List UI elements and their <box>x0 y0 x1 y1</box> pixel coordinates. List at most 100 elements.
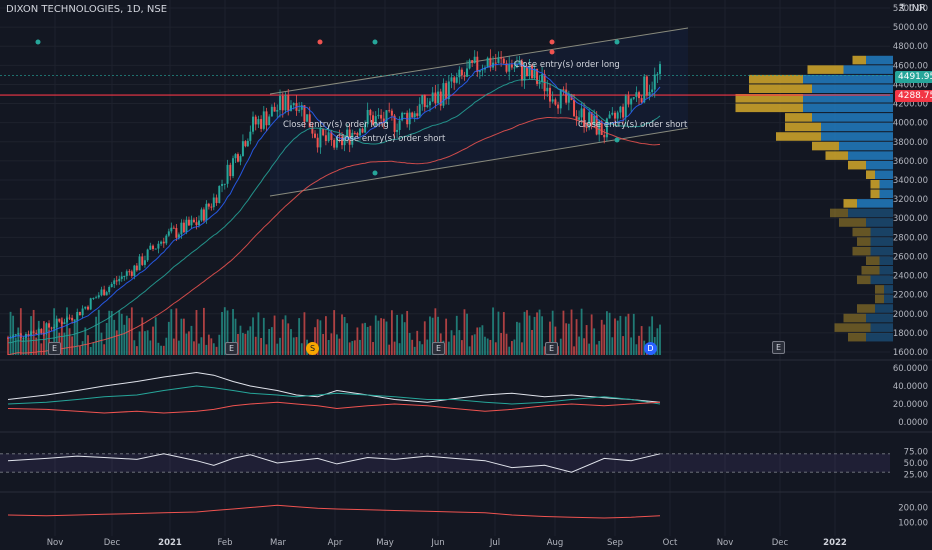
event-marker-e[interactable]: E <box>772 341 785 354</box>
event-marker-e[interactable]: E <box>545 342 558 355</box>
volume-bar <box>603 324 606 355</box>
candle-body <box>115 280 118 282</box>
event-marker-e[interactable]: E <box>48 342 61 355</box>
candle-body <box>333 140 336 148</box>
volume-bar <box>343 316 346 355</box>
volume-bar <box>606 311 608 355</box>
volume-bar <box>110 311 113 355</box>
candle-body <box>73 320 76 322</box>
event-marker-s[interactable]: S <box>306 342 319 355</box>
candle-body <box>619 106 622 113</box>
volume-bar <box>226 310 229 355</box>
candle-body <box>221 184 224 186</box>
candle-body <box>538 82 541 84</box>
candle-body <box>330 132 333 141</box>
volume-bar <box>138 331 141 355</box>
volume-bar <box>401 314 404 355</box>
profile-bar-up <box>803 74 893 84</box>
candle-body <box>113 280 116 285</box>
candle-body <box>356 132 359 136</box>
volume-bar <box>377 320 380 355</box>
volume-bar <box>484 336 486 355</box>
order-annotation: Close entry(s) order long <box>514 60 620 70</box>
volume-bar <box>573 346 575 355</box>
candle-body <box>149 245 152 250</box>
candle-body <box>71 317 74 321</box>
volume-bar <box>429 316 431 355</box>
volume-bar <box>541 316 543 355</box>
candlestick-series <box>7 49 661 355</box>
candle-body <box>244 141 247 147</box>
volume-bar <box>84 327 87 355</box>
volume-bar <box>172 338 175 355</box>
candle-body <box>154 248 157 250</box>
volume-bar <box>372 342 374 355</box>
candle-body <box>500 57 503 59</box>
candle-body <box>236 154 239 162</box>
candle-body <box>643 76 646 103</box>
candle-body <box>218 185 221 203</box>
volume-bar <box>252 317 254 355</box>
volume-bar <box>533 316 536 355</box>
candle-body <box>343 138 346 146</box>
candle-body <box>546 87 549 92</box>
signal-dot <box>614 39 620 45</box>
candle-body <box>135 265 138 271</box>
profile-bar-down <box>834 323 871 332</box>
candle-body <box>78 311 81 316</box>
candle-body <box>287 95 290 111</box>
time-tick-label: Apr <box>328 538 343 548</box>
time-tick-label: 2022 <box>823 538 847 548</box>
volume-bar <box>473 334 476 355</box>
volume-bar <box>562 310 565 355</box>
event-marker-e[interactable]: E <box>432 342 445 355</box>
candle-body <box>58 318 61 322</box>
signal-dot <box>35 39 41 45</box>
candle-body <box>190 219 193 226</box>
volume-bar <box>268 328 271 355</box>
candle-body <box>32 331 35 333</box>
profile-bar-up <box>848 208 893 218</box>
volume-bar <box>300 343 303 355</box>
symbol-title[interactable]: DIXON TECHNOLOGIES, 1D, NSE <box>6 4 168 15</box>
volume-bar <box>382 318 385 355</box>
candle-body <box>548 87 551 102</box>
volume-bar <box>508 346 511 355</box>
candle-body <box>541 74 544 83</box>
profile-bar-down <box>785 113 812 122</box>
candle-body <box>37 328 40 334</box>
price-tick-label: 4400.00 <box>893 80 928 90</box>
adx-tick-label: 20.0000 <box>893 400 928 410</box>
candle-body <box>55 318 58 328</box>
volume-bar <box>68 328 71 355</box>
candle-body <box>403 112 406 114</box>
candle-body <box>314 133 317 138</box>
event-marker-e[interactable]: E <box>225 342 238 355</box>
volume-bar <box>270 327 273 355</box>
candle-body <box>254 116 257 125</box>
volume-bar <box>374 315 377 355</box>
volume-bar <box>531 329 533 355</box>
volume-bar <box>369 325 372 355</box>
volume-bar <box>257 312 260 355</box>
candle-body <box>453 77 456 83</box>
volume-bar <box>79 346 81 355</box>
event-marker-d[interactable]: D <box>644 342 657 355</box>
candle-body <box>232 158 235 177</box>
candle-body <box>528 66 531 76</box>
candle-body <box>466 68 469 77</box>
candle-body <box>103 289 106 296</box>
time-tick-label: Dec <box>104 538 121 548</box>
profile-bar-up <box>848 151 893 160</box>
volume-bar <box>353 340 356 355</box>
candle-body <box>567 94 570 103</box>
volume-bar <box>133 340 136 355</box>
time-tick-label: Aug <box>547 538 564 548</box>
time-tick-label: Sep <box>607 538 623 548</box>
candle-body <box>508 64 511 72</box>
volume-bar <box>528 315 531 355</box>
candle-body <box>335 136 338 148</box>
candle-body <box>252 116 255 132</box>
time-tick-label: Nov <box>717 538 734 548</box>
